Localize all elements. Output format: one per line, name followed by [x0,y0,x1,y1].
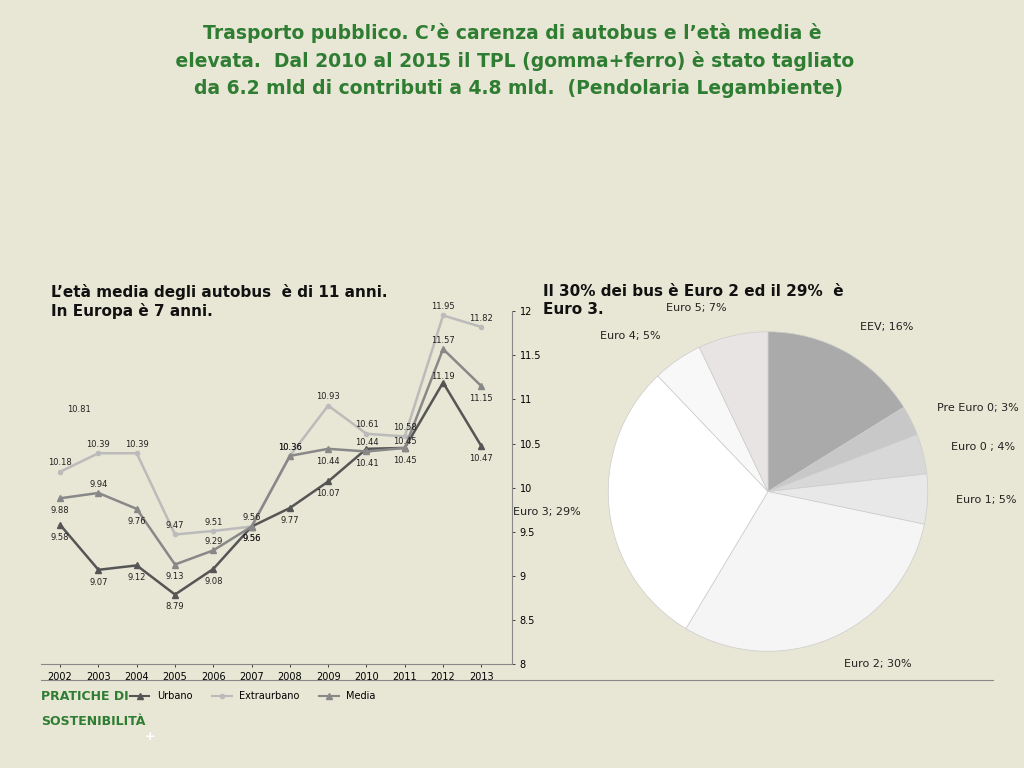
Extraurbano [246,522,258,531]
Line: Urbano: Urbano [57,380,484,598]
Extraurbano [475,323,487,332]
Text: Euro 0 ; 4%: Euro 0 ; 4% [951,442,1016,452]
Extraurbano [284,452,296,461]
Extraurbano [130,449,142,458]
Text: 9.76: 9.76 [127,517,146,526]
Text: Euro 1; 5%: Euro 1; 5% [956,495,1017,505]
Text: Trasporto pubblico. C’è carenza di autobus e l’età media è
 elevata.  Dal 2010 a: Trasporto pubblico. C’è carenza di autob… [169,23,855,98]
Text: 8.79: 8.79 [166,602,184,611]
Text: 11.19: 11.19 [431,372,455,381]
Text: 9.12: 9.12 [128,573,145,582]
Media [54,494,67,503]
Wedge shape [657,347,768,492]
Extraurbano [437,311,450,320]
Text: 10.45: 10.45 [393,455,417,465]
Text: 10.36: 10.36 [278,442,302,452]
Text: 10.18: 10.18 [48,458,72,468]
Text: Euro 4; 5%: Euro 4; 5% [600,331,662,341]
Wedge shape [608,376,768,628]
Text: 10.36: 10.36 [278,442,302,452]
Urbano [360,444,373,453]
Urbano [54,520,67,529]
Media [207,546,219,555]
Wedge shape [768,435,927,492]
Text: +: + [144,730,155,743]
Urbano [130,561,142,570]
Wedge shape [768,407,918,492]
Urbano [475,442,487,451]
Wedge shape [686,492,925,651]
Media [246,522,258,531]
Text: 10.39: 10.39 [87,440,111,449]
Text: 9.56: 9.56 [243,535,261,544]
Extraurbano [169,530,181,539]
Wedge shape [768,332,904,492]
Media [475,382,487,391]
Text: 9.88: 9.88 [51,506,70,515]
Urbano [322,477,334,486]
Text: 9.08: 9.08 [204,577,222,586]
Wedge shape [768,474,928,525]
Media [398,443,411,452]
Text: 10.61: 10.61 [354,420,378,429]
Text: 9.94: 9.94 [89,480,108,488]
Text: 9.56: 9.56 [243,513,261,522]
Text: Euro 5; 7%: Euro 5; 7% [666,303,726,313]
Extraurbano [398,432,411,441]
Media [437,344,450,353]
Wedge shape [699,332,768,492]
Text: 10.44: 10.44 [316,457,340,465]
Extraurbano [54,467,67,476]
Text: 9.77: 9.77 [281,516,299,525]
Text: 11.95: 11.95 [431,302,455,311]
Text: L’età media degli autobus  è di 11 anni.
In Europa è 7 anni.: L’età media degli autobus è di 11 anni. … [51,284,388,319]
Extraurbano [92,449,104,458]
Text: 10.41: 10.41 [354,459,378,468]
Urbano [92,565,104,574]
Text: Euro 2; 30%: Euro 2; 30% [844,659,911,669]
Text: 10.39: 10.39 [125,440,148,449]
Text: 10.44: 10.44 [354,438,378,447]
Text: Euro 3; 29%: Euro 3; 29% [513,508,581,518]
Text: EEV; 16%: EEV; 16% [859,322,913,332]
Text: 9.56: 9.56 [243,535,261,544]
Text: PRATICHE DI: PRATICHE DI [41,690,129,703]
Media [92,488,104,498]
Line: Media: Media [57,346,484,568]
Text: 11.82: 11.82 [469,313,494,323]
Media [284,452,296,461]
Urbano [398,443,411,452]
Text: 10.45: 10.45 [393,437,417,446]
Urbano [246,522,258,531]
Text: 9.58: 9.58 [51,533,70,541]
Text: Pre Euro 0; 3%: Pre Euro 0; 3% [937,402,1019,413]
Text: 10.81: 10.81 [68,405,91,414]
Text: 9.13: 9.13 [166,572,184,581]
Text: 9.07: 9.07 [89,578,108,587]
Media [169,560,181,569]
Extraurbano [207,526,219,535]
Extraurbano [322,401,334,410]
Text: Il 30% dei bus è Euro 2 ed il 29%  è
Euro 3.: Il 30% dei bus è Euro 2 ed il 29% è Euro… [543,284,844,316]
Text: 10.47: 10.47 [469,454,494,463]
Extraurbano [360,429,373,439]
Urbano [284,503,296,512]
Urbano [169,590,181,599]
Media [130,505,142,514]
Text: 9.47: 9.47 [166,521,184,530]
Text: 9.51: 9.51 [204,518,222,527]
Text: 9.29: 9.29 [204,537,222,546]
Line: Extraurbano: Extraurbano [58,313,483,537]
Urbano [207,564,219,574]
Legend: Urbano, Extraurbano, Media: Urbano, Extraurbano, Media [126,687,380,705]
Media [322,444,334,453]
Text: 10.93: 10.93 [316,392,340,401]
Text: SOSTENIBILITÀ: SOSTENIBILITÀ [41,715,145,728]
Urbano [437,378,450,387]
Text: 10.07: 10.07 [316,489,340,498]
Text: 10.58: 10.58 [393,423,417,432]
Text: 11.57: 11.57 [431,336,455,345]
Media [360,447,373,456]
Text: 11.15: 11.15 [470,394,494,403]
